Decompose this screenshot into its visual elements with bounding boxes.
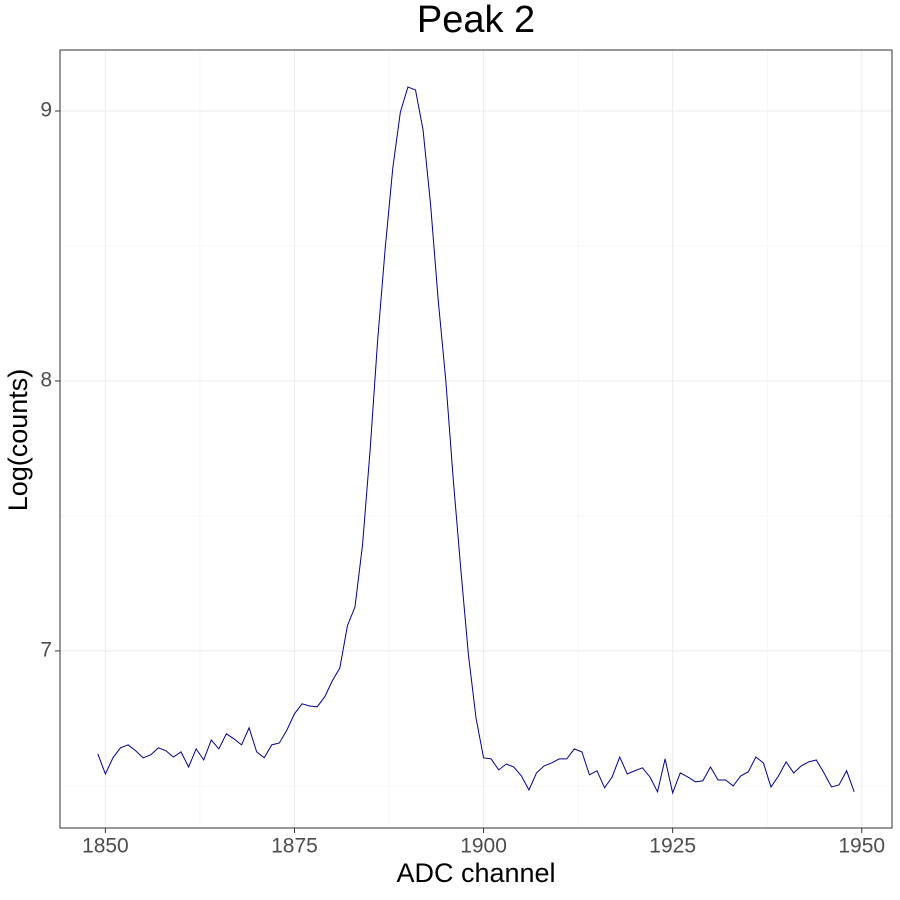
y-axis-title: Log(counts) bbox=[3, 369, 33, 512]
chart-title: Peak 2 bbox=[417, 0, 535, 41]
x-axis-title: ADC channel bbox=[396, 858, 555, 888]
data-line bbox=[97, 86, 855, 795]
x-tick-label: 1850 bbox=[82, 835, 129, 858]
x-tick-label: 1875 bbox=[271, 835, 318, 858]
x-tick-label: 1925 bbox=[649, 835, 696, 858]
y-tick-label: 7 bbox=[40, 638, 52, 661]
x-tick-label: 1900 bbox=[460, 835, 507, 858]
x-tick-label: 1950 bbox=[838, 835, 885, 858]
y-tick-label: 9 bbox=[40, 99, 52, 122]
panel-border bbox=[59, 49, 893, 829]
y-tick-label: 8 bbox=[40, 369, 52, 392]
